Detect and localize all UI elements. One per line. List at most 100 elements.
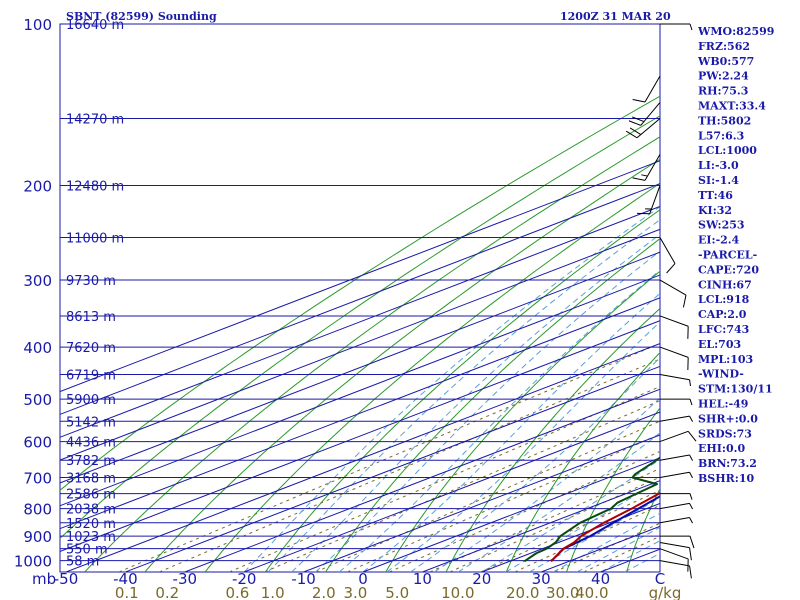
sounding-index: SHR+:0.0: [698, 412, 758, 425]
sounding-index: TT:46: [698, 189, 733, 202]
dry-adiabat-line: [264, 209, 660, 572]
wind-barb: [660, 493, 693, 500]
pressure-tick-label: 100: [23, 16, 52, 34]
mixing-ratio-line: [229, 386, 660, 572]
mixing-ratio-label: 0.2: [155, 584, 179, 600]
height-label: 5142 m: [66, 415, 116, 430]
moist-adiabat-line: [434, 397, 660, 572]
height-label: 5900 m: [66, 393, 116, 408]
height-label: 2586 m: [66, 488, 116, 503]
wind-barb: [660, 398, 693, 406]
isotherm-line: [65, 343, 660, 572]
moist-adiabat-line: [315, 250, 660, 572]
mixing-ratio-line: [315, 420, 660, 572]
sounding-index: LI:-3.0: [698, 159, 739, 172]
sounding-index: BRN:73.2: [698, 457, 757, 470]
isotherm-line: [184, 388, 660, 572]
wind-barb: [659, 346, 689, 371]
moist-adiabat-line: [481, 458, 660, 572]
height-label: 9730 m: [66, 274, 116, 289]
temperature-tick-label: 30: [532, 570, 551, 588]
dry-adiabat-line: [60, 115, 660, 539]
wind-barb: [660, 23, 693, 31]
pressure-tick-label: 300: [23, 272, 52, 290]
sounding-index: -WIND-: [698, 368, 744, 381]
wind-barb: [659, 374, 691, 387]
isotherm-line: [60, 274, 660, 507]
sounding-index: KI:32: [698, 204, 732, 217]
wind-barb: [632, 154, 661, 181]
wind-barb: [659, 415, 693, 422]
dry-adiabat-line: [566, 407, 660, 572]
pressure-tick-label: 200: [23, 178, 52, 196]
isotherm-line: [60, 320, 660, 552]
temperature-tick-label: 20: [472, 570, 491, 588]
sounding-index: RH:75.3: [698, 85, 748, 98]
sounding-index: BSHR:10: [698, 472, 754, 485]
height-label: 3782 m: [66, 454, 116, 469]
dry-adiabat-line: [60, 95, 660, 491]
moist-adiabat-line: [410, 356, 660, 572]
isotherm-line: [60, 228, 660, 461]
mixing-ratio-label: g/kg: [649, 584, 682, 600]
dewpoint-trace: [523, 456, 660, 563]
height-label: 4436 m: [66, 436, 116, 451]
mixing-ratio-label: 3.0: [343, 584, 367, 600]
isotherm-line: [422, 480, 660, 572]
dry-adiabat-line: [325, 238, 660, 572]
height-label: 8613 m: [66, 310, 116, 325]
moist-adiabat-line: [552, 512, 660, 572]
dry-adiabat-line: [144, 158, 660, 572]
sounding-index: LFC:743: [698, 323, 749, 336]
wind-barb: [659, 560, 692, 579]
temperature-tick-label: 10: [413, 570, 432, 588]
mixing-ratio-label: 40.0: [575, 584, 608, 600]
height-label: 6719 m: [66, 369, 116, 384]
isotherm-line: [60, 251, 660, 484]
isotherm-line: [125, 365, 660, 572]
temperature-tick-label: -30: [173, 570, 198, 588]
wind-barb: [632, 75, 661, 103]
chart-title: SBNT (82599) Sounding: [66, 10, 217, 23]
sounding-index: WB0:577: [697, 55, 754, 68]
isotherm-line: [244, 411, 660, 572]
temperature-tick-label: -20: [232, 570, 257, 588]
sounding-index: SRDS:73: [698, 427, 752, 440]
mixing-ratio-label: 2.0: [312, 584, 336, 600]
height-label: 3168 m: [66, 472, 116, 487]
pressure-tick-label: 600: [23, 434, 52, 452]
wind-barb: [659, 548, 689, 572]
isotherm-line: [362, 457, 660, 572]
isotherm-line: [303, 434, 660, 572]
moist-adiabat-line: [338, 269, 660, 572]
wind-barb: [659, 502, 693, 510]
wind-barb: [659, 430, 697, 443]
mixing-ratio-label: 5.0: [385, 584, 409, 600]
wind-barb: [659, 541, 692, 561]
isotherm-line: [60, 183, 660, 415]
wind-barb: [625, 118, 661, 139]
mixing-ratio-label: 30.0: [546, 584, 579, 600]
sounding-index: TH:5802: [698, 114, 751, 127]
height-label: 14270 m: [66, 113, 124, 128]
sounding-index: PW:2.24: [698, 70, 749, 83]
mixing-ratio-line: [429, 467, 660, 572]
temperature-tick-label: -10: [291, 570, 316, 588]
pressure-tick-label: 700: [23, 470, 52, 488]
sounding-index: LCL:1000: [698, 144, 757, 157]
mixing-ratio-label: 0.1: [115, 584, 139, 600]
wind-barb: [659, 517, 693, 524]
plot-area: [59, 23, 661, 573]
height-label: 58 m: [66, 555, 99, 570]
mixing-ratio-line: [388, 450, 660, 572]
sounding-index: STM:130/11: [698, 383, 773, 396]
mixing-ratio-line: [118, 346, 652, 572]
sounding-index: L57:6.3: [698, 129, 744, 142]
height-label: 16640 m: [66, 18, 124, 33]
temperature-tick-label: 0: [358, 570, 368, 588]
wind-barb: [659, 279, 687, 308]
mixing-ratio-label: 20.0: [506, 584, 539, 600]
pressure-tick-label: 1000: [14, 553, 52, 571]
sounding-index: CINH:67: [698, 278, 752, 291]
